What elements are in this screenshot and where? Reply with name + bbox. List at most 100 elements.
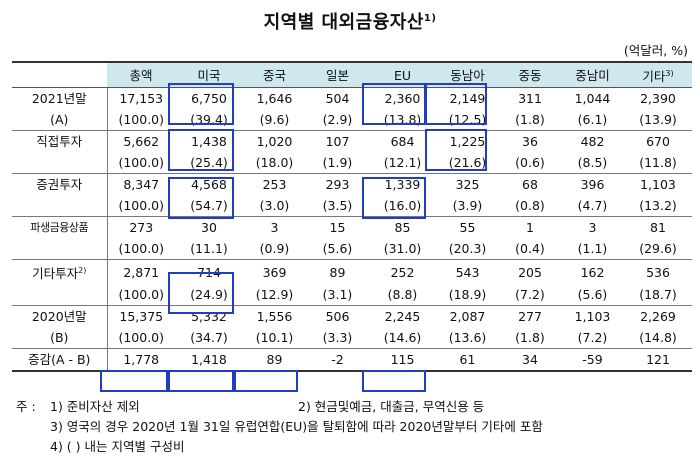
table-cell: 81: [650, 220, 666, 236]
header-cell: 총액: [107, 61, 175, 89]
table-cell: 670: [646, 134, 670, 150]
table-cell: (3.0): [243, 195, 306, 218]
table-cell: 6,750: [191, 91, 227, 107]
table-row: (100.0) (24.9) (12.9) (3.1) (8.8) (18.9) (7.2)…: [12, 284, 692, 307]
table-cell: (12.1): [369, 152, 436, 175]
header-row: 총액 미국 중국 일본 EU 동남아 중동 중남미 기타3): [12, 61, 692, 89]
table-cell: (1.9): [306, 152, 369, 175]
table-cell: (100.0): [107, 284, 175, 307]
table-cell: (13.6): [436, 327, 499, 350]
table-row: 2021년말 17,153 6,750 1,646 504 2,360 2,149 311 1,…: [12, 87, 692, 110]
table-cell: 1,020: [256, 134, 293, 150]
table-cell: 369: [262, 264, 287, 280]
table-cell: 1: [526, 220, 534, 236]
table-row: (100.0) (11.1) (0.9) (5.6) (31.0) (20.3) (0.4)…: [12, 238, 692, 261]
table-cell: 1,103: [574, 309, 611, 325]
table-cell: 1,339: [384, 177, 421, 193]
row-label: [12, 152, 108, 175]
table-cell: (54.7): [175, 195, 243, 218]
table-cell: 293: [325, 177, 350, 193]
row-label: [12, 238, 108, 261]
table-cell: (18.0): [243, 152, 306, 175]
table-cell: (8.8): [369, 284, 436, 307]
table-row: (100.0) (54.7) (3.0) (3.5) (16.0) (3.9) (0.8)(…: [12, 195, 692, 218]
table-cell: 107: [325, 134, 350, 150]
table-cell: 482: [580, 134, 605, 150]
table-row: 기타투자2) 2,871 714 369 89 252 543 205 162 536: [12, 259, 692, 285]
table-cell: 85: [394, 220, 411, 236]
table-cell: 1,556: [256, 309, 293, 325]
table-cell: 273: [129, 220, 154, 236]
header-cell: 동남아: [436, 61, 499, 89]
table-cell: (5.6): [306, 238, 369, 261]
table-cell: (2.9): [306, 109, 369, 132]
table-cell: 121: [624, 348, 692, 373]
table-cell: 1,778: [107, 348, 175, 373]
row-label: 직접투자: [12, 130, 108, 153]
table-cell: 1,225: [449, 134, 486, 150]
table-cell: 8,347: [123, 177, 160, 193]
header-cell: 기타3): [624, 61, 692, 89]
table-cell: 36: [522, 134, 538, 150]
note-3: 3) 영국의 경우 2020년 1월 31일 유럽연합(EU)을 탈퇴함에 따라…: [50, 419, 543, 434]
table-cell: 30: [201, 220, 217, 236]
row-label: (B): [12, 327, 108, 350]
table-cell: 2,087: [449, 309, 486, 325]
table-cell: 253: [262, 177, 287, 193]
table-cell: (10.1): [243, 327, 306, 350]
highlight-box: [168, 370, 234, 392]
table-row: (B) (100.0) (34.7) (10.1) (3.3) (14.6) (13.6)(…: [12, 327, 692, 350]
highlight-box: [234, 370, 298, 392]
table-cell: (7.2): [499, 284, 561, 307]
table-row: 2020년말 15,375 5,332 1,556 506 2,245 2,087 277 1,…: [12, 305, 692, 328]
table-cell: (1.8): [499, 109, 561, 132]
table-cell: (18.7): [624, 284, 692, 307]
highlight-box: [100, 370, 168, 392]
table-cell: 205: [518, 264, 542, 280]
table-cell: (29.6): [624, 238, 692, 261]
table-cell: (8.5): [561, 152, 624, 175]
table-cell: (20.3): [436, 238, 499, 261]
table-cell: 396: [580, 177, 605, 193]
table-cell: (0.4): [499, 238, 561, 261]
row-label: [12, 195, 108, 218]
header-cell: 중국: [243, 61, 306, 89]
table-cell: (21.6): [436, 152, 499, 175]
table-cell: 68: [522, 177, 538, 193]
table-cell: 1,103: [640, 177, 676, 193]
header-corner: [12, 61, 107, 89]
table-cell: -59: [561, 348, 624, 373]
table-cell: (6.1): [561, 109, 624, 132]
table-cell: 684: [390, 134, 415, 150]
table-cell: (3.5): [306, 195, 369, 218]
row-label: 증감(A - B): [12, 348, 108, 373]
table-cell: (100.0): [107, 327, 175, 350]
table-cell: 5,662: [123, 134, 160, 150]
row-label: 파생금융상품: [12, 216, 108, 239]
table-cell: 311: [518, 91, 542, 107]
table-cell: 543: [455, 264, 480, 280]
table-cell: 536: [646, 264, 670, 280]
table-cell: (1.8): [499, 327, 561, 350]
highlight-box: [362, 370, 426, 392]
table-cell: 115: [369, 348, 436, 373]
row-label: [12, 284, 108, 307]
table-cell: (100.0): [107, 238, 175, 261]
table-cell: (0.6): [499, 152, 561, 175]
table-cell: 1,646: [256, 91, 293, 107]
table-cell: (11.8): [624, 152, 692, 175]
table-cell: 252: [390, 264, 415, 280]
table-cell: (16.0): [369, 195, 436, 218]
note-4: 4) ( ) 내는 지역별 구성비: [50, 439, 185, 454]
table-cell: 4,568: [191, 177, 227, 193]
table-cell: 3: [588, 220, 597, 236]
table-cell: 277: [518, 309, 542, 325]
header-cell: 중남미: [561, 61, 624, 89]
table-cell: (100.0): [107, 195, 175, 218]
table-row: 직접투자 5,662 1,438 1,020 107 684 1,225 36 482 670: [12, 130, 692, 153]
table-cell: (3.9): [436, 195, 499, 218]
table-cell: (24.9): [175, 284, 243, 307]
table-row: (A) (100.0) (39.4) (9.6) (2.9) (13.8) (12.5) (1…: [12, 109, 692, 132]
table-cell: 15: [329, 220, 346, 236]
table-cell: 89: [329, 264, 346, 280]
